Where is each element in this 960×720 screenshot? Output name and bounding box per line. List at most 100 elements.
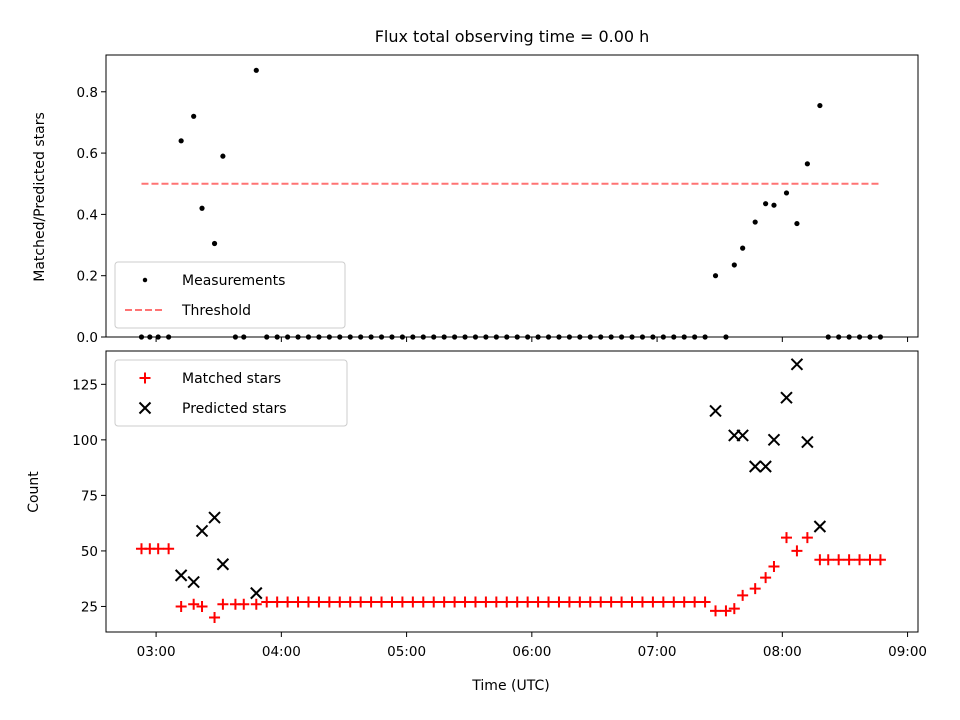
- bottom-y-tick-label: 75: [81, 488, 98, 504]
- data-point: [532, 596, 544, 608]
- data-point: [822, 554, 834, 566]
- data-point: [748, 460, 762, 473]
- data-point: [790, 358, 804, 371]
- bottom-y-tick-label: 125: [72, 377, 98, 393]
- data-point: [163, 543, 175, 555]
- data-point: [689, 596, 701, 608]
- data-point: [791, 545, 803, 557]
- data-point: [626, 596, 638, 608]
- bottom-legend: Matched stars Predicted stars: [114, 359, 348, 427]
- legend-label: Threshold: [181, 303, 251, 319]
- data-point: [843, 554, 855, 566]
- data-point: [763, 201, 769, 207]
- data-point: [334, 596, 346, 608]
- data-point: [710, 605, 722, 617]
- top-legend: Measurements Threshold: [114, 261, 346, 329]
- data-point: [302, 596, 314, 608]
- bottom-y-tick-label: 100: [72, 433, 98, 449]
- bottom-series-matched-stars: [135, 532, 886, 624]
- data-point: [282, 596, 294, 608]
- data-point: [292, 596, 304, 608]
- data-point: [780, 391, 793, 404]
- data-point: [396, 596, 408, 608]
- data-point: [616, 596, 628, 608]
- data-point: [768, 560, 780, 572]
- x-axis-label: Time (UTC): [471, 678, 549, 694]
- data-point: [188, 598, 200, 610]
- data-point: [152, 543, 164, 555]
- data-point: [386, 596, 398, 608]
- data-point: [709, 404, 722, 418]
- data-point: [780, 532, 792, 544]
- data-point: [699, 596, 711, 608]
- data-point: [801, 532, 813, 544]
- data-point: [187, 575, 200, 589]
- bottom-series-predicted-stars: [174, 358, 827, 600]
- top-y-axis-label: Matched/Predicted stars: [32, 112, 48, 282]
- data-point: [522, 596, 534, 608]
- data-point: [428, 596, 440, 608]
- x-tick-label: 04:00: [262, 644, 301, 660]
- bottom-panel: 25 50 75 100 125 03:00 04:00 05:00 06:00 07:00 08:…: [72, 350, 927, 660]
- legend-label: Measurements: [182, 273, 285, 289]
- data-point: [759, 460, 772, 473]
- data-point: [216, 558, 230, 571]
- data-point: [196, 600, 208, 612]
- top-y-tick-label: 0.0: [77, 330, 98, 346]
- data-point: [574, 596, 586, 608]
- data-point: [209, 612, 221, 624]
- top-y-tick-label: 0.8: [77, 85, 98, 101]
- data-point: [449, 596, 461, 608]
- data-point: [874, 554, 886, 566]
- bottom-y-axis-label: Count: [26, 471, 42, 513]
- data-point: [740, 245, 746, 251]
- data-point: [490, 596, 502, 608]
- data-point: [813, 520, 827, 533]
- data-point: [511, 596, 523, 608]
- data-point: [817, 102, 823, 109]
- data-point: [737, 589, 749, 601]
- data-point: [211, 240, 218, 247]
- data-point: [657, 596, 669, 608]
- data-point: [553, 596, 565, 608]
- data-point: [720, 605, 732, 617]
- x-tick-label: 07:00: [638, 644, 677, 660]
- data-point: [595, 596, 607, 608]
- data-point: [220, 153, 226, 159]
- x-tick-label: 03:00: [137, 644, 176, 660]
- data-point: [563, 596, 575, 608]
- data-point: [344, 596, 356, 608]
- bottom-y-tick-label: 50: [81, 544, 98, 560]
- data-point: [253, 67, 259, 73]
- data-point: [749, 583, 761, 595]
- legend-label: Matched stars: [182, 371, 281, 387]
- top-panel: 0.0 0.2 0.4 0.6 0.8 Measurements Threshold: [77, 54, 919, 346]
- data-point: [543, 596, 555, 608]
- data-point: [647, 596, 659, 608]
- legend-x-swatch: [138, 401, 152, 415]
- bottom-y-tick-label: 25: [81, 599, 98, 615]
- data-point: [195, 524, 209, 538]
- data-point: [208, 511, 221, 524]
- data-point: [355, 596, 367, 608]
- data-point: [804, 161, 810, 167]
- data-point: [238, 598, 250, 610]
- data-point: [178, 138, 184, 144]
- data-point: [783, 190, 790, 196]
- data-point: [736, 429, 749, 442]
- data-point: [261, 596, 273, 608]
- data-point: [854, 554, 866, 566]
- data-point: [250, 586, 263, 600]
- data-point: [271, 596, 283, 608]
- data-point: [864, 554, 876, 566]
- data-point: [313, 596, 325, 608]
- legend-box: [114, 261, 346, 329]
- data-point: [417, 596, 429, 608]
- top-axes-frame: [105, 54, 919, 338]
- x-tick-label: 08:00: [763, 644, 802, 660]
- data-point: [636, 596, 648, 608]
- data-point: [438, 596, 450, 608]
- x-tick-label: 09:00: [888, 644, 927, 660]
- data-point: [731, 262, 737, 268]
